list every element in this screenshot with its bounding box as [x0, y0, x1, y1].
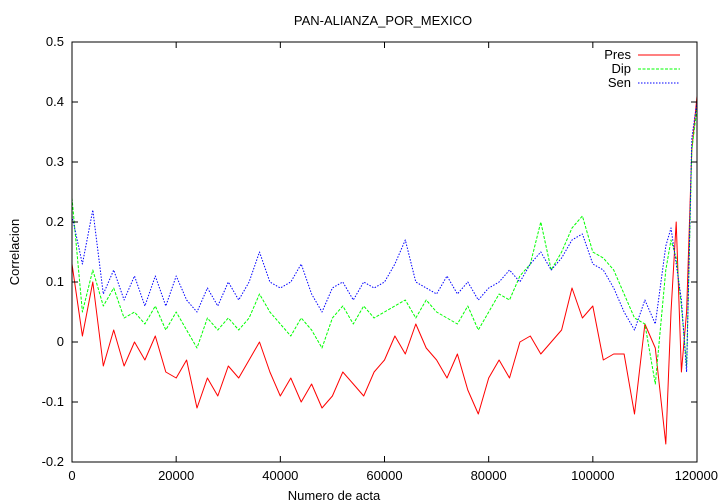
y-tick-label: -0.2 [42, 454, 64, 469]
axis-ticks: -0.2 -0.1 0 0.1 0.2 0.3 0.4 0.5 0 20000 40000 60000… [42, 34, 718, 483]
x-tick-label: 0 [68, 468, 75, 483]
y-tick-label: 0 [57, 334, 64, 349]
legend-label-pres: Pres [604, 47, 631, 62]
series-line-sen [71, 101, 698, 373]
y-tick-label: 0.5 [46, 34, 64, 49]
series-line-pres [71, 95, 698, 445]
x-tick-label: 60000 [366, 468, 402, 483]
plot-lines [71, 95, 698, 445]
y-tick-label: 0.2 [46, 214, 64, 229]
y-tick-label: -0.1 [42, 394, 64, 409]
x-tick-label: 20000 [158, 468, 194, 483]
y-axis-label: Correlacion [7, 219, 22, 285]
x-tick-label: 120000 [675, 468, 718, 483]
plot-frame [71, 41, 698, 463]
x-tick-label: 80000 [471, 468, 507, 483]
x-tick-label: 40000 [262, 468, 298, 483]
x-axis-label: Numero de acta [288, 488, 381, 503]
y-tick-label: 0.1 [46, 274, 64, 289]
x-tick-label: 100000 [571, 468, 614, 483]
legend-label-dip: Dip [611, 61, 631, 76]
y-tick-label: 0.3 [46, 154, 64, 169]
y-tick-label: 0.4 [46, 94, 64, 109]
legend-label-sen: Sen [608, 75, 631, 90]
series-line-dip [71, 107, 698, 385]
chart-title: PAN-ALIANZA_POR_MEXICO [294, 13, 472, 28]
